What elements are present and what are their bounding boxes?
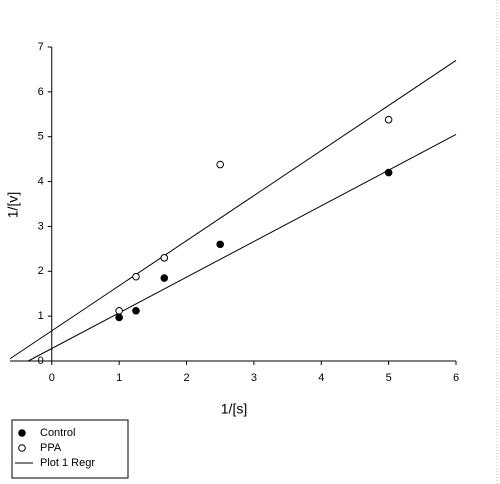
y-tick-label: 1: [38, 310, 44, 322]
x-tick-label: 4: [318, 372, 324, 384]
x-tick-label: 3: [251, 372, 257, 384]
y-tick-label: 4: [38, 175, 44, 187]
y-tick-label: 0: [38, 355, 44, 367]
x-axis-label: 1/[s]: [221, 401, 247, 417]
regression-line: [27, 134, 457, 362]
point: [160, 274, 169, 282]
legend-label: Plot 1 Regr: [40, 457, 95, 469]
x-tick-label: 6: [453, 372, 459, 384]
y-axis-label: 1/[v]: [5, 192, 21, 218]
x-tick-label: 0: [49, 372, 55, 384]
point: [216, 240, 224, 249]
y-tick-label: 5: [38, 131, 44, 143]
x-tick-label: 2: [183, 372, 189, 384]
x-tick-label: 1: [116, 372, 122, 384]
y-tick-label: 7: [38, 41, 44, 53]
legend: [11, 419, 129, 479]
point: [115, 306, 123, 315]
legend-label: PPA: [40, 442, 62, 454]
legend-marker: [18, 444, 26, 452]
point: [216, 160, 224, 169]
y-tick-label: 6: [38, 86, 44, 98]
point: [132, 272, 140, 281]
y-tick-label: 3: [38, 220, 44, 232]
legend-marker: [18, 429, 26, 437]
point: [132, 306, 140, 315]
point: [160, 254, 169, 262]
y-tick-label: 2: [38, 265, 44, 277]
point: [384, 115, 393, 124]
regression-line: [9, 60, 457, 360]
point: [384, 168, 393, 177]
x-tick-label: 5: [386, 372, 392, 384]
legend-label: Control: [40, 427, 75, 439]
point: [115, 313, 123, 322]
